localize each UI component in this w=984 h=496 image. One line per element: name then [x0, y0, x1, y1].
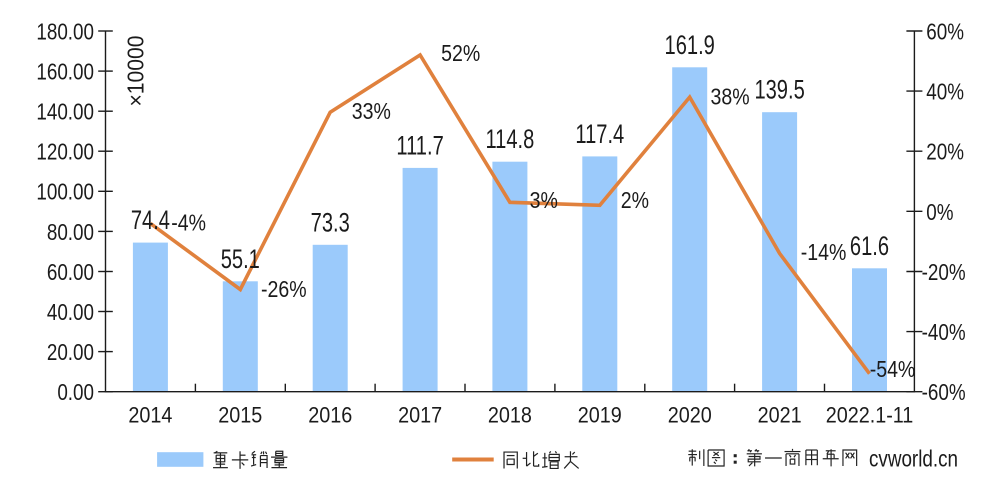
svg-text:114.8: 114.8	[485, 124, 534, 155]
svg-text:38%: 38%	[711, 84, 750, 110]
svg-text:0.00: 0.00	[57, 380, 94, 405]
svg-text:33%: 33%	[352, 99, 391, 125]
svg-text:-40%: -40%	[922, 320, 966, 345]
svg-text:40.00: 40.00	[47, 300, 94, 325]
svg-text:2%: 2%	[621, 188, 649, 214]
svg-text:-20%: -20%	[922, 260, 966, 285]
svg-text:60%: 60%	[926, 20, 964, 45]
svg-text:52%: 52%	[441, 41, 480, 67]
svg-text:40%: 40%	[926, 80, 964, 105]
svg-text:-14%: -14%	[801, 240, 847, 266]
svg-text:3%: 3%	[530, 188, 558, 214]
svg-text:60.00: 60.00	[47, 260, 94, 285]
svg-text:2020: 2020	[668, 404, 712, 428]
svg-text:111.7: 111.7	[396, 131, 443, 162]
svg-text:0%: 0%	[926, 200, 953, 225]
svg-text:2015: 2015	[218, 404, 262, 428]
svg-text:-54%: -54%	[870, 357, 916, 383]
svg-text:139.5: 139.5	[754, 75, 804, 106]
svg-text:-60%: -60%	[922, 380, 966, 405]
svg-text:55.1: 55.1	[221, 244, 260, 275]
svg-text:2021: 2021	[758, 404, 802, 428]
svg-text:2019: 2019	[578, 404, 622, 428]
svg-text:100.00: 100.00	[36, 180, 94, 205]
svg-text:-26%: -26%	[261, 277, 307, 303]
svg-text:2014: 2014	[128, 404, 172, 428]
svg-text:-4%: -4%	[171, 210, 206, 236]
svg-text:2017: 2017	[398, 404, 442, 428]
svg-text:20.00: 20.00	[47, 340, 94, 365]
svg-text:61.6: 61.6	[850, 231, 889, 262]
svg-text:161.9: 161.9	[665, 30, 715, 61]
svg-text:×10000: ×10000	[123, 35, 149, 106]
svg-text:160.00: 160.00	[36, 60, 94, 85]
svg-text:73.3: 73.3	[311, 207, 350, 238]
svg-text:2022.1-11: 2022.1-11	[826, 404, 914, 428]
svg-text:74.4: 74.4	[131, 205, 170, 236]
svg-text:140.00: 140.00	[36, 100, 94, 125]
svg-text:2016: 2016	[308, 404, 352, 428]
svg-text:2018: 2018	[488, 404, 532, 428]
svg-text:80.00: 80.00	[47, 220, 94, 245]
svg-text:117.4: 117.4	[575, 119, 624, 150]
svg-text:120.00: 120.00	[36, 140, 94, 165]
svg-text:20%: 20%	[926, 140, 964, 165]
svg-text:cvworld.cn: cvworld.cn	[869, 447, 958, 472]
svg-text:180.00: 180.00	[36, 20, 94, 45]
